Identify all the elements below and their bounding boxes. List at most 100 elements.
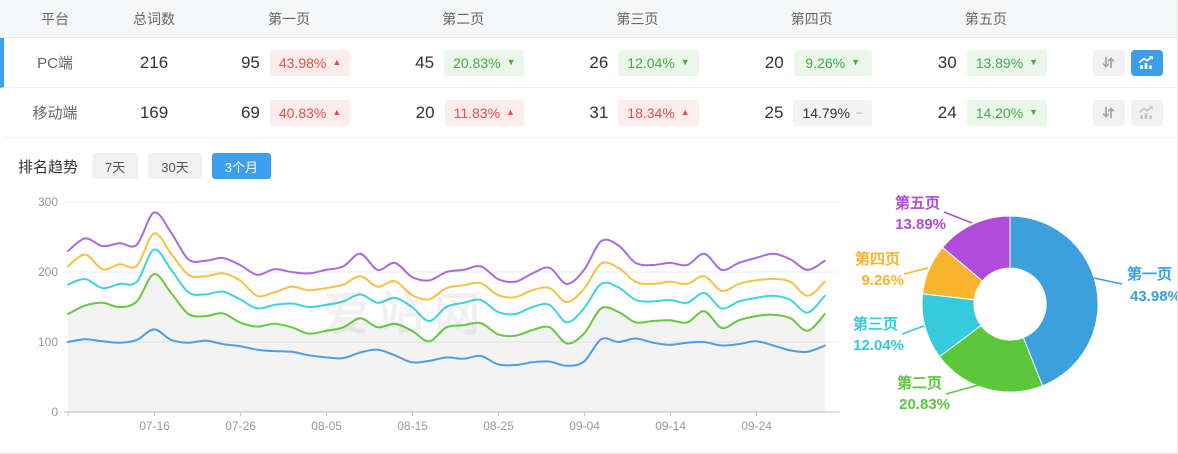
page-count: 20 bbox=[764, 52, 784, 72]
page-4-cell: 20 9.26% ▼ bbox=[725, 49, 899, 76]
change-percent: 18.34% bbox=[627, 104, 675, 121]
platform-name: PC端 bbox=[37, 55, 73, 72]
change-badge: 43.98% ▲ bbox=[269, 49, 351, 76]
page-2-cell: 45 20.83% ▼ bbox=[376, 49, 550, 76]
down-arrow-icon: ▼ bbox=[851, 57, 860, 67]
row-actions bbox=[1073, 49, 1177, 76]
donut-label-percent: 43.98% bbox=[1130, 288, 1178, 305]
change-badge: 14.79% − bbox=[793, 99, 872, 126]
table-body: PC端 216 95 43.98% ▲ 45 20.83% ▼ 26 12.04% ▼ 20 9.26%… bbox=[0, 38, 1177, 138]
change-badge: 14.20% ▼ bbox=[966, 99, 1048, 126]
trend-toolbar: 排名趋势 7天 30天 3个月 bbox=[0, 152, 1177, 180]
page-count: 69 bbox=[240, 102, 260, 122]
column-header-4: 第二页 bbox=[442, 10, 485, 27]
y-axis-label: 200 bbox=[38, 265, 58, 279]
page-4-cell: 25 14.79% − bbox=[725, 99, 899, 126]
page-1-cell: 69 40.83% ▲ bbox=[202, 99, 376, 126]
down-arrow-icon: ▼ bbox=[1029, 107, 1039, 117]
change-percent: 20.83% bbox=[453, 54, 501, 71]
flat-arrow-icon: − bbox=[855, 105, 863, 120]
change-percent: 43.98% bbox=[278, 54, 327, 71]
x-axis-label: 08-05 bbox=[311, 419, 342, 433]
donut-label-percent: 20.83% bbox=[899, 396, 950, 413]
label-leader-line bbox=[945, 383, 983, 395]
column-header-1: 平台 bbox=[41, 10, 69, 27]
y-axis-label: 100 bbox=[38, 335, 58, 349]
page-count: 45 bbox=[415, 52, 435, 72]
column-header-3: 第一页 bbox=[268, 10, 311, 27]
line-chart-svg: 0 100 200 300 07-16 07-26 08-05 08-15 08-25 09-04… bbox=[38, 195, 840, 433]
x-axis-label: 07-16 bbox=[139, 419, 170, 433]
change-badge: 12.04% ▼ bbox=[618, 49, 699, 76]
trend-chart-button[interactable] bbox=[1130, 49, 1163, 76]
donut-chart-svg: 第一页 43.98% 第二页 20.83% 第三页 12.04% 第四页 9.26% 第五页 13… bbox=[853, 194, 1178, 413]
trend-chart-button[interactable] bbox=[1130, 99, 1163, 126]
series-line bbox=[67, 248, 826, 324]
change-badge: 20.83% ▼ bbox=[444, 49, 525, 76]
page-5-cell: 24 14.20% ▼ bbox=[899, 99, 1073, 126]
page-count: 31 bbox=[589, 102, 609, 122]
series-line bbox=[67, 328, 826, 367]
y-axis-label: 300 bbox=[38, 195, 58, 209]
trend-tab-1[interactable]: 7天 bbox=[92, 153, 139, 179]
up-arrow-icon: ▲ bbox=[680, 107, 690, 117]
sort-button[interactable] bbox=[1092, 49, 1125, 76]
change-badge: 40.83% ▲ bbox=[269, 99, 351, 126]
page-count: 26 bbox=[589, 52, 609, 72]
up-arrow-icon: ▲ bbox=[332, 57, 342, 67]
x-axis-label: 09-14 bbox=[655, 419, 686, 433]
donut-label-name: 第五页 bbox=[895, 194, 940, 212]
page-3-cell: 31 18.34% ▲ bbox=[550, 99, 724, 126]
change-percent: 14.20% bbox=[975, 104, 1024, 121]
series-line bbox=[67, 232, 826, 304]
change-percent: 14.79% bbox=[802, 104, 850, 121]
x-axis-label: 09-24 bbox=[741, 419, 772, 433]
x-axis-label: 08-15 bbox=[397, 419, 428, 433]
table-row[interactable]: PC端 216 95 43.98% ▲ 45 20.83% ▼ 26 12.04% ▼ 20 9.26%… bbox=[0, 38, 1177, 88]
page-count: 20 bbox=[415, 102, 435, 122]
label-leader-line bbox=[943, 211, 973, 224]
x-axis-label: 09-04 bbox=[569, 419, 600, 433]
change-badge: 13.89% ▼ bbox=[966, 49, 1048, 76]
series-line bbox=[67, 273, 826, 345]
page-count: 30 bbox=[937, 52, 957, 72]
donut-label-name: 第四页 bbox=[855, 250, 900, 268]
label-leader-line bbox=[901, 325, 925, 335]
total-words: 169 bbox=[139, 102, 169, 122]
donut-label-percent: 13.89% bbox=[895, 216, 946, 233]
page-count: 25 bbox=[764, 102, 784, 122]
page-3-cell: 26 12.04% ▼ bbox=[550, 49, 724, 76]
up-arrow-icon: ▲ bbox=[506, 107, 515, 117]
x-axis-label: 08-25 bbox=[483, 419, 514, 433]
table-header: 平台 总词数 第一页 第二页 第三页 第四页 第五页 bbox=[0, 0, 1177, 38]
donut-slice bbox=[938, 324, 1044, 393]
trend-tab-3[interactable]: 3个月 bbox=[211, 153, 271, 179]
trend-tab-2[interactable]: 30天 bbox=[148, 153, 202, 179]
change-percent: 9.26% bbox=[805, 54, 846, 71]
down-arrow-icon: ▼ bbox=[506, 57, 516, 67]
donut-label-percent: 12.04% bbox=[853, 337, 904, 354]
platform-table: 平台 总词数 第一页 第二页 第三页 第四页 第五页 PC端 216 95 43.98% ▲ 45 20… bbox=[0, 0, 1177, 138]
page-2-cell: 20 11.83% ▲ bbox=[376, 99, 550, 126]
trend-title: 排名趋势 bbox=[18, 158, 79, 176]
row-actions bbox=[1073, 99, 1177, 126]
label-leader-line bbox=[903, 267, 929, 275]
change-percent: 11.83% bbox=[453, 104, 501, 121]
down-arrow-icon: ▼ bbox=[1029, 57, 1039, 67]
change-badge: 9.26% ▼ bbox=[793, 49, 872, 76]
table-row[interactable]: 移动端 169 69 40.83% ▲ 20 11.83% ▲ 31 18.34% ▲ 25 14.79… bbox=[0, 88, 1177, 138]
donut-slice bbox=[1009, 215, 1099, 387]
x-axis-label: 07-26 bbox=[225, 419, 256, 433]
page-5-cell: 30 13.89% ▼ bbox=[899, 49, 1073, 76]
page-count: 95 bbox=[240, 52, 260, 72]
trend-line-chart: 爱站网 0 100 200 300 07-16 07-26 08-05 08-15 08-25 0… bbox=[0, 186, 845, 452]
change-badge: 18.34% ▲ bbox=[618, 99, 699, 126]
down-arrow-icon: ▼ bbox=[680, 57, 690, 67]
column-header-5: 第三页 bbox=[616, 10, 659, 27]
charts-area: 爱站网 0 100 200 300 07-16 07-26 08-05 08-15 08-25 0… bbox=[0, 186, 1177, 452]
page-distribution-donut: 第一页 43.98% 第二页 20.83% 第三页 12.04% 第四页 9.26% 第五页 13… bbox=[840, 186, 1178, 452]
sort-button[interactable] bbox=[1092, 99, 1125, 126]
change-percent: 40.83% bbox=[278, 104, 327, 121]
series-area-fill bbox=[68, 274, 825, 412]
